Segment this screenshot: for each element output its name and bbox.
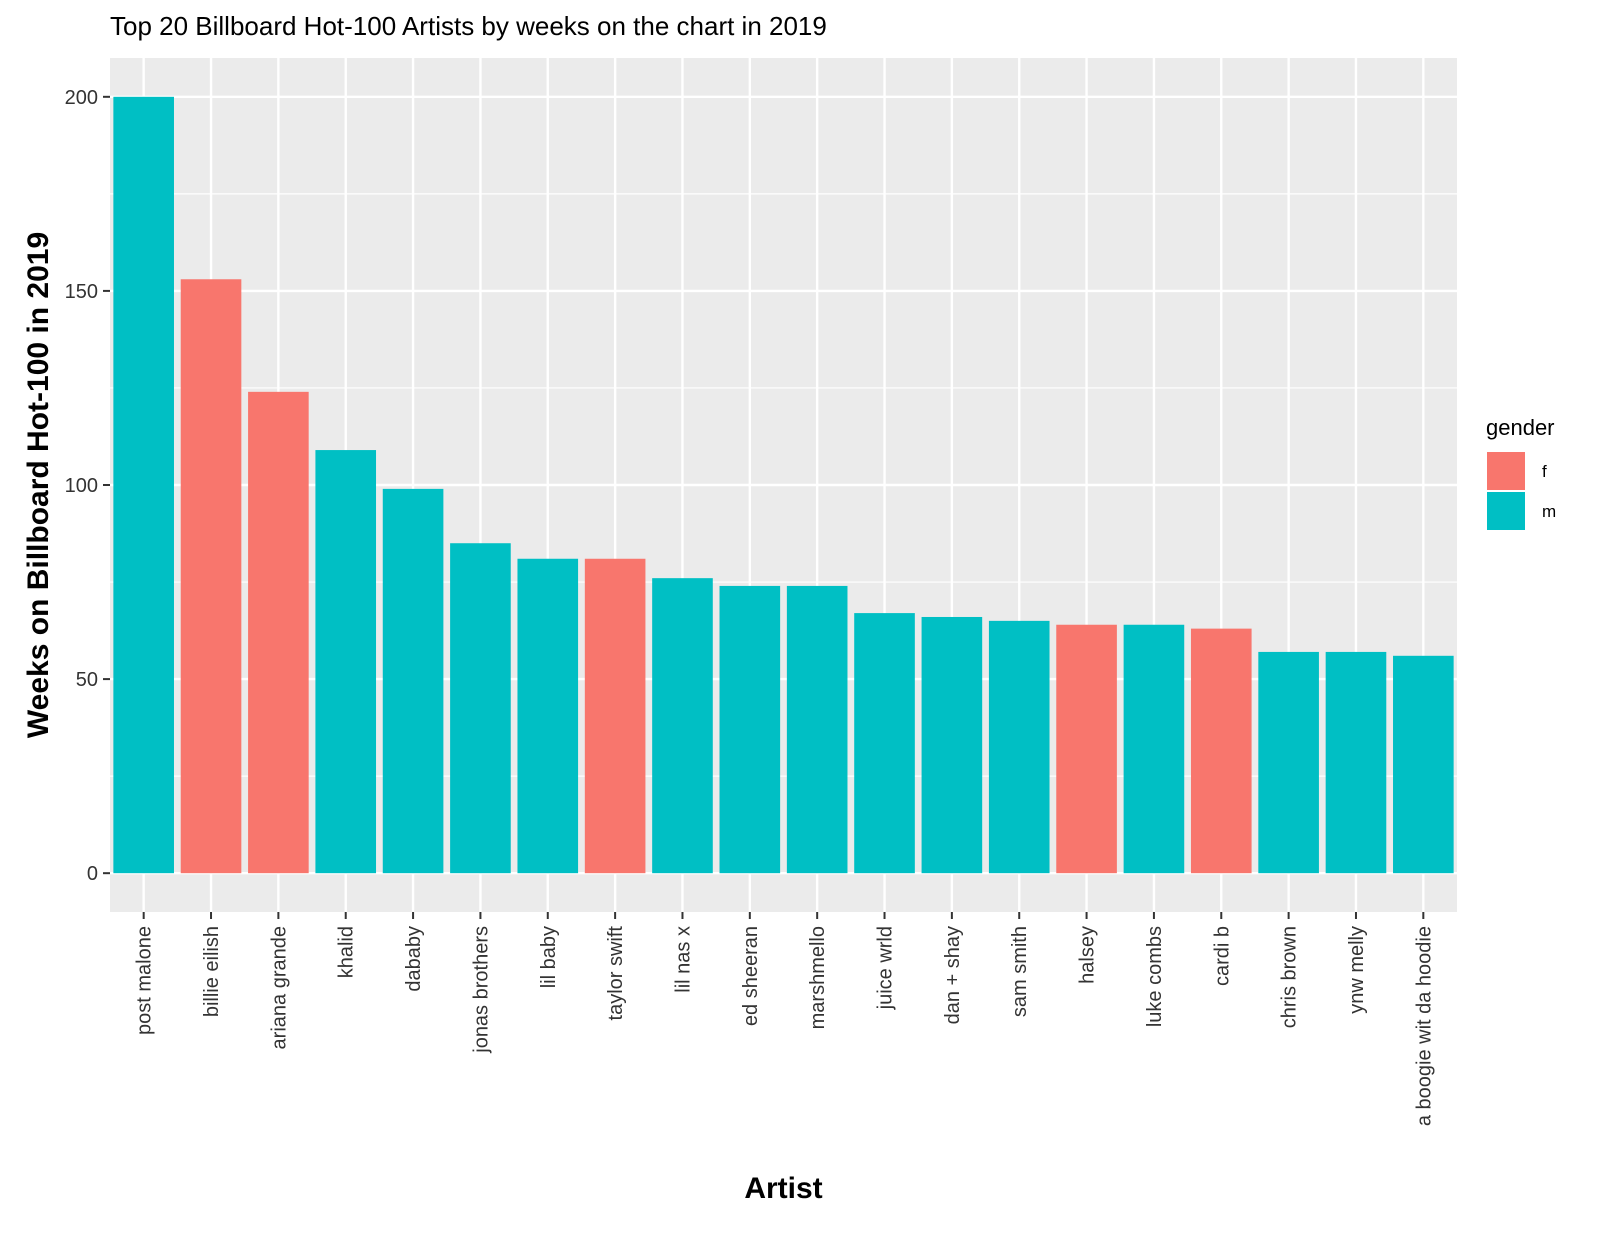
chart-title: Top 20 Billboard Hot-100 Artists by week… (110, 11, 827, 41)
bar (517, 558, 579, 874)
x-tick-label: juice wrld (875, 926, 897, 1010)
bar (1056, 624, 1117, 874)
x-tick-label: ed sheeran (740, 926, 762, 1026)
x-tick-label: post malone (134, 926, 156, 1035)
x-tick-label: sam smith (1009, 926, 1031, 1017)
legend-title: gender (1486, 415, 1555, 440)
x-tick-label: jonas brothers (470, 926, 492, 1054)
y-tick-label: 200 (65, 87, 98, 109)
x-tick-label: billie eilish (201, 926, 223, 1017)
bar (854, 613, 915, 874)
bar (652, 578, 713, 874)
y-tick-label: 150 (65, 281, 98, 303)
bar (1123, 624, 1185, 874)
y-axis: 0 50 100 150 200 (65, 87, 110, 885)
legend: gender f m (1486, 415, 1556, 530)
bar (113, 96, 174, 874)
bar (315, 450, 377, 874)
bar (248, 391, 309, 874)
y-tick-label: 0 (87, 863, 98, 885)
x-tick-label: halsey (1077, 926, 1099, 984)
y-tick-label: 100 (65, 475, 98, 497)
legend-label-f: f (1542, 462, 1547, 481)
x-tick-label: cardi b (1211, 926, 1233, 986)
x-tick-label: ariana grande (268, 926, 290, 1049)
y-tick-label: 50 (76, 669, 98, 691)
bar (719, 585, 781, 874)
x-tick-label: taylor swift (605, 926, 627, 1021)
bar (921, 616, 983, 874)
x-tick-label: ynw melly (1346, 926, 1368, 1014)
x-tick-label: luke combs (1144, 926, 1166, 1027)
x-tick-label: chris brown (1279, 926, 1301, 1028)
bar (1325, 651, 1387, 874)
legend-key-m (1487, 492, 1525, 530)
x-tick-label: a boogie wit da hoodie (1413, 926, 1435, 1126)
bar (382, 488, 444, 874)
legend-key-f (1487, 452, 1525, 490)
x-axis-title: Artist (744, 1172, 822, 1205)
x-tick-label: lil baby (538, 926, 560, 988)
x-tick-label: lil nas x (672, 926, 694, 993)
x-tick-label: khalid (336, 926, 358, 978)
y-axis-title: Weeks on Billboard Hot-100 in 2019 (22, 232, 55, 738)
legend-label-m: m (1542, 502, 1556, 521)
bar (180, 279, 242, 874)
bar (450, 543, 511, 874)
bar (1190, 628, 1252, 874)
bar (988, 620, 1050, 874)
x-tick-label: marshmello (807, 926, 829, 1029)
bar (1393, 655, 1454, 874)
x-tick-label: dababy (403, 926, 425, 992)
x-tick-label: dan + shay (942, 926, 964, 1024)
bar (584, 558, 646, 874)
bars (113, 96, 1454, 874)
bar (786, 585, 848, 874)
x-axis: post malone billie eilish ariana grande kha… (134, 912, 1435, 1126)
bar (1258, 651, 1319, 874)
